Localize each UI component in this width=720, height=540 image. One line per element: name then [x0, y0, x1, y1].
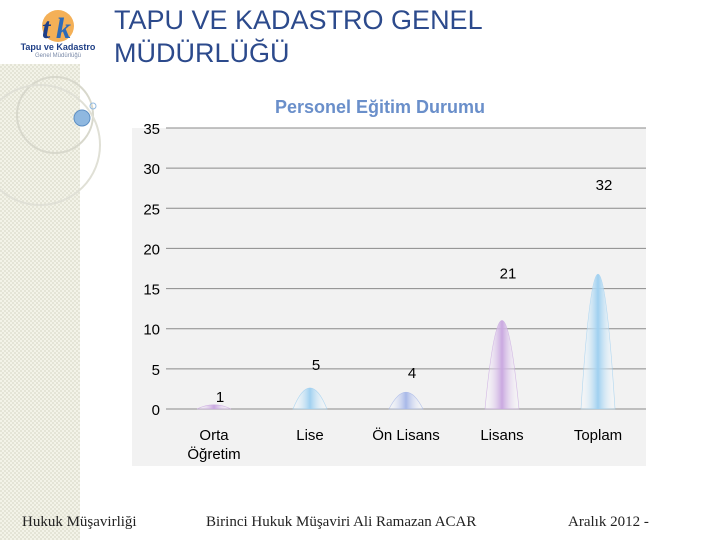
x-tick-label: Ön Lisans — [372, 426, 440, 444]
y-tick-label: 0 — [152, 402, 160, 419]
x-tick-label: Toplam — [574, 427, 622, 444]
y-tick-label: 35 — [143, 121, 160, 138]
y-tick-label: 20 — [143, 241, 160, 258]
data-label: 4 — [408, 365, 416, 382]
y-tick-label: 15 — [143, 282, 160, 299]
bar — [196, 404, 232, 410]
data-label: 21 — [500, 265, 517, 282]
svg-text:t: t — [42, 12, 52, 45]
logo-subtext: Genel Müdürlüğü — [34, 53, 82, 59]
bar — [580, 273, 616, 410]
footer-date: Aralık 2012 - — [568, 514, 649, 530]
y-tick-label: 5 — [152, 362, 160, 379]
page-title-line1: TAPU VE KADASTRO GENEL — [114, 5, 483, 35]
page-title-line2: MÜDÜRLÜĞÜ — [114, 38, 290, 68]
decorative-side-strip — [0, 64, 80, 540]
page-title: TAPU VE KADASTRO GENEL MÜDÜRLÜĞÜ — [114, 4, 554, 70]
x-tick-label: Orta — [199, 427, 229, 444]
tkgm-logo-icon: t k — [42, 10, 74, 45]
x-tick-label: Lise — [296, 427, 324, 444]
chart-title: Personel Eğitim Durumu — [274, 97, 486, 117]
y-tick-label: 30 — [143, 161, 160, 178]
svg-text:k: k — [56, 12, 71, 45]
y-tick-label: 25 — [143, 201, 160, 218]
x-tick-label: Öğretim — [187, 445, 240, 463]
bar — [388, 391, 424, 410]
footer-department: Hukuk Müşavirliği — [22, 514, 137, 530]
bar — [292, 387, 328, 410]
logo-text: Tapu ve Kadastro — [20, 42, 96, 52]
bar — [484, 320, 520, 410]
plot-background — [132, 128, 646, 466]
decorative-circles — [0, 76, 101, 206]
data-label: 5 — [312, 357, 320, 374]
y-tick-label: 10 — [143, 322, 160, 339]
data-label: 32 — [596, 177, 613, 194]
data-label: 1 — [216, 389, 224, 406]
x-tick-label: Lisans — [480, 427, 523, 444]
footer-author: Birinci Hukuk Müşaviri Ali Ramazan ACAR — [206, 514, 477, 530]
